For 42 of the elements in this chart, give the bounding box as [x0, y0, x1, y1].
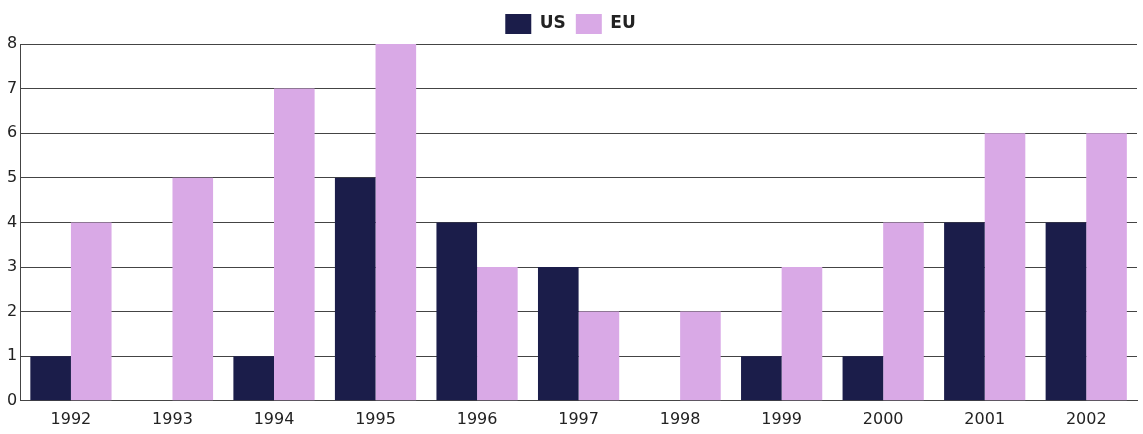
- x-tick-label: 1996: [456, 408, 498, 428]
- x-tick-label: 1992: [50, 408, 92, 428]
- bar: [477, 267, 518, 401]
- x-tick-label: 1995: [355, 408, 396, 428]
- bar: [172, 177, 214, 401]
- y-tick-label: 6: [6, 122, 18, 142]
- bar: [842, 356, 884, 401]
- bar: [436, 222, 478, 401]
- bar: [1086, 133, 1127, 401]
- y-tick-label: 1: [6, 345, 18, 365]
- y-tick-label: 2: [6, 300, 18, 320]
- bar: [233, 356, 274, 401]
- y-tick-label: 8: [6, 33, 18, 53]
- bar: [70, 222, 112, 401]
- bar: [984, 133, 1026, 401]
- bar: [883, 222, 924, 401]
- bar: [537, 267, 579, 401]
- bar: [274, 88, 315, 401]
- bar: [334, 177, 376, 401]
- x-tick-label: 1997: [558, 408, 599, 428]
- x-tick-label: 1999: [761, 408, 803, 428]
- bar: [1045, 222, 1087, 401]
- x-tick-label: 1998: [659, 408, 701, 428]
- y-tick-label: 3: [6, 256, 18, 276]
- bar: [781, 267, 823, 401]
- x-tick-label: 1994: [253, 408, 295, 428]
- bar: [680, 311, 721, 401]
- bar: [30, 356, 71, 401]
- y-tick-label: 4: [6, 211, 18, 231]
- x-tick-label: 2000: [862, 408, 904, 428]
- bar: [741, 356, 782, 401]
- x-tick-label: 2001: [964, 408, 1006, 428]
- legend-label: EU: [610, 12, 636, 33]
- y-tick-label: 7: [6, 77, 18, 97]
- y-tick-label: 0: [6, 389, 18, 409]
- bar: [944, 222, 985, 401]
- y-tick-label: 5: [6, 166, 18, 186]
- x-tick-label: 2002: [1065, 408, 1107, 428]
- bar: [578, 311, 620, 401]
- x-tick-label: 1993: [152, 408, 193, 428]
- bar: [375, 44, 417, 401]
- legend-label: US: [539, 12, 566, 33]
